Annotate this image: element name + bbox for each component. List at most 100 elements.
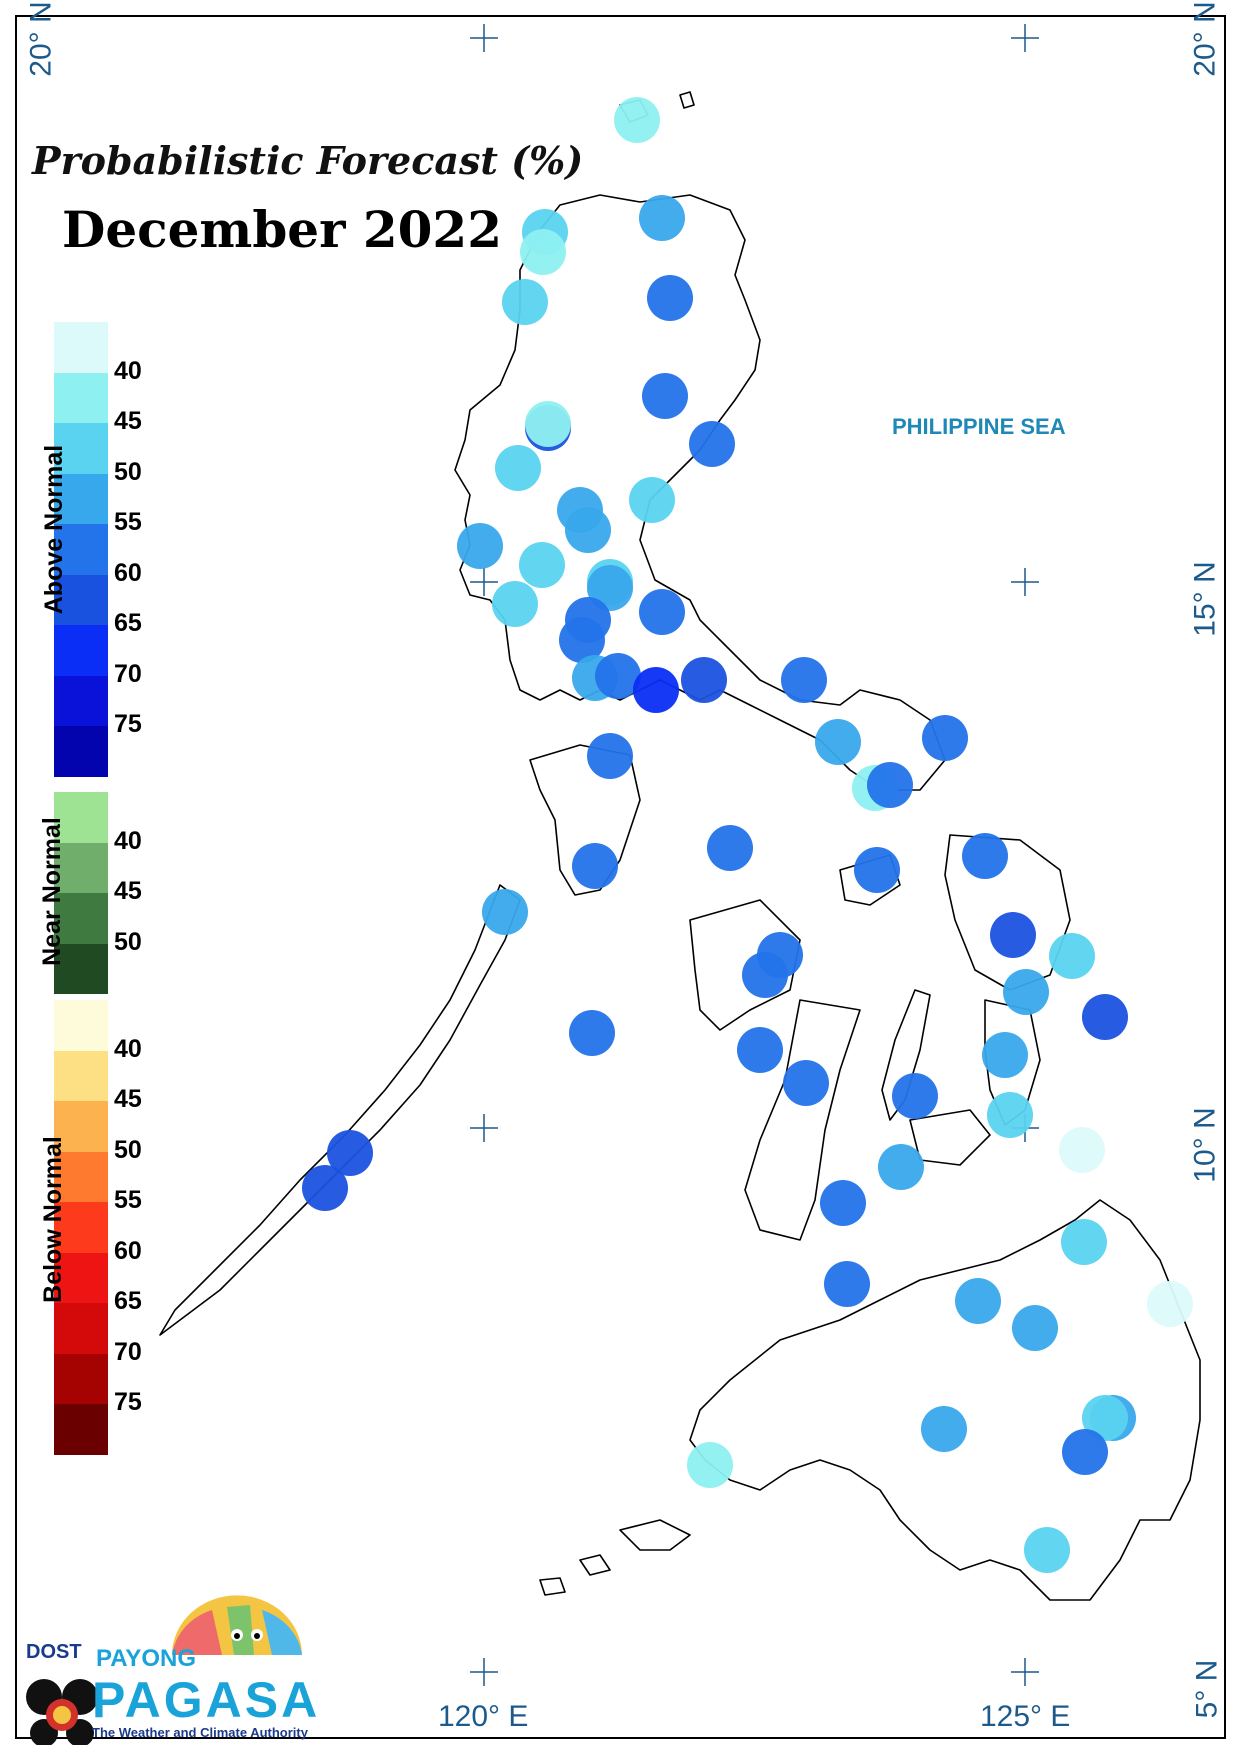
legend-swatch	[54, 893, 108, 944]
coast-palawan	[159, 884, 521, 1336]
forecast-station-dot	[1049, 933, 1095, 979]
legend-tick-label: 70	[114, 1337, 142, 1366]
coast-sulu	[539, 1519, 691, 1596]
legend-swatch	[54, 524, 108, 575]
lon-label-125: 125° E	[980, 1700, 1071, 1733]
forecast-station-dot	[502, 279, 548, 325]
forecast-station-dot	[1012, 1305, 1058, 1351]
forecast-station-dot	[1059, 1127, 1105, 1173]
legend-swatch	[54, 1252, 108, 1303]
payong-label: PAYONG	[96, 1645, 197, 1672]
forecast-station-dot	[587, 565, 633, 611]
forecast-station-dot	[1003, 969, 1049, 1015]
legend-swatch	[54, 1353, 108, 1404]
legend-title-near-normal: Near Normal	[37, 817, 66, 966]
forecast-station-dot	[639, 195, 685, 241]
forecast-title: Probabilistic Forecast (%)	[32, 138, 584, 183]
legend-swatch	[54, 423, 108, 474]
forecast-station-dot	[854, 847, 900, 893]
forecast-station-dot	[987, 1092, 1033, 1138]
forecast-station-dot	[1082, 1395, 1128, 1441]
forecast-station-dot	[565, 597, 611, 643]
forecast-station-dot	[815, 719, 861, 765]
sea-label: PHILIPPINE SEA	[892, 414, 1066, 439]
forecast-station-dot	[820, 1180, 866, 1226]
legend-tick-label: 40	[114, 356, 142, 385]
forecast-station-dot	[878, 1144, 924, 1190]
forecast-station-dot	[457, 523, 503, 569]
forecast-station-dot	[614, 97, 660, 143]
coast-negros	[744, 999, 861, 1241]
forecast-station-dot	[639, 589, 685, 635]
legend-below-normal	[54, 1000, 108, 1455]
forecast-station-dot	[707, 825, 753, 871]
forecast-station-dot	[1024, 1527, 1070, 1573]
forecast-station-dot	[824, 1261, 870, 1307]
legend-tick-label: 50	[114, 1135, 142, 1164]
legend-tick-label: 45	[114, 407, 142, 435]
forecast-station-dot	[482, 889, 528, 935]
tagline: The Weather and Climate Authority	[92, 1725, 308, 1740]
dost-label: DOST	[26, 1641, 82, 1663]
legend-swatch	[54, 473, 108, 524]
forecast-station-dot	[492, 581, 538, 627]
forecast-station-dot	[892, 1073, 938, 1119]
forecast-station-dot	[642, 373, 688, 419]
legend-swatch	[54, 1303, 108, 1354]
forecast-station-dot	[525, 401, 571, 447]
legend-tick-label: 50	[114, 927, 142, 956]
legend-tick-label: 65	[114, 609, 142, 637]
legend-above-normal	[54, 322, 108, 777]
pagasa-label: PAGASA	[92, 1672, 321, 1728]
legend-swatch	[54, 675, 108, 726]
forecast-station-dot	[633, 667, 679, 713]
legend-tick-label: 50	[114, 457, 142, 486]
forecast-station-dot	[922, 715, 968, 761]
forecast-station-dot	[1061, 1219, 1107, 1265]
forecast-station-dot	[962, 833, 1008, 879]
forecast-station-dot	[495, 445, 541, 491]
legend-tick-label: 45	[114, 877, 142, 905]
forecast-station-dot	[572, 843, 618, 889]
legend-tick-label: 55	[114, 508, 142, 536]
forecast-station-dot	[302, 1165, 348, 1211]
forecast-station-dot	[629, 477, 675, 523]
pagasa-logo: DOST PAYONG PAGASA The Weather and Clima…	[22, 1585, 322, 1745]
legend-tick-label: 55	[114, 1186, 142, 1214]
coast-bohol	[909, 1109, 991, 1166]
legend-swatch	[54, 1000, 108, 1051]
forecast-station-dot	[689, 421, 735, 467]
forecast-station-dot	[982, 1032, 1028, 1078]
legend-swatch	[54, 625, 108, 676]
forecast-station-dot	[595, 653, 641, 699]
legend-swatch	[54, 1050, 108, 1101]
forecast-station-dot	[1082, 994, 1128, 1040]
legend-swatch	[54, 943, 108, 994]
forecast-station-dot	[737, 1027, 783, 1073]
legend-swatch	[54, 842, 108, 893]
legend-swatch	[54, 1404, 108, 1455]
forecast-station-dot	[1147, 1281, 1193, 1327]
forecast-station-dot	[565, 507, 611, 553]
umbrella-icon	[26, 1595, 302, 1745]
coast-panay	[689, 899, 801, 1031]
legend-swatch	[54, 1151, 108, 1202]
forecast-dots	[302, 97, 1193, 1573]
forecast-station-dot	[647, 275, 693, 321]
lon-label-120: 120° E	[438, 1700, 529, 1733]
forecast-station-dot	[742, 952, 788, 998]
forecast-station-dot	[569, 1010, 615, 1056]
legend-swatch	[54, 574, 108, 625]
forecast-station-dot	[781, 657, 827, 703]
map-frame	[15, 15, 1226, 1739]
forecast-month: December 2022	[62, 200, 503, 259]
legend-swatch	[54, 322, 108, 373]
forecast-station-dot	[1062, 1429, 1108, 1475]
forecast-station-dot	[327, 1130, 373, 1176]
legend-title-above-normal: Above Normal	[40, 444, 69, 615]
forecast-station-dot	[955, 1278, 1001, 1324]
legend-tick-label: 75	[114, 710, 142, 738]
legend-swatch	[54, 726, 108, 777]
legend-tick-label: 65	[114, 1287, 142, 1315]
